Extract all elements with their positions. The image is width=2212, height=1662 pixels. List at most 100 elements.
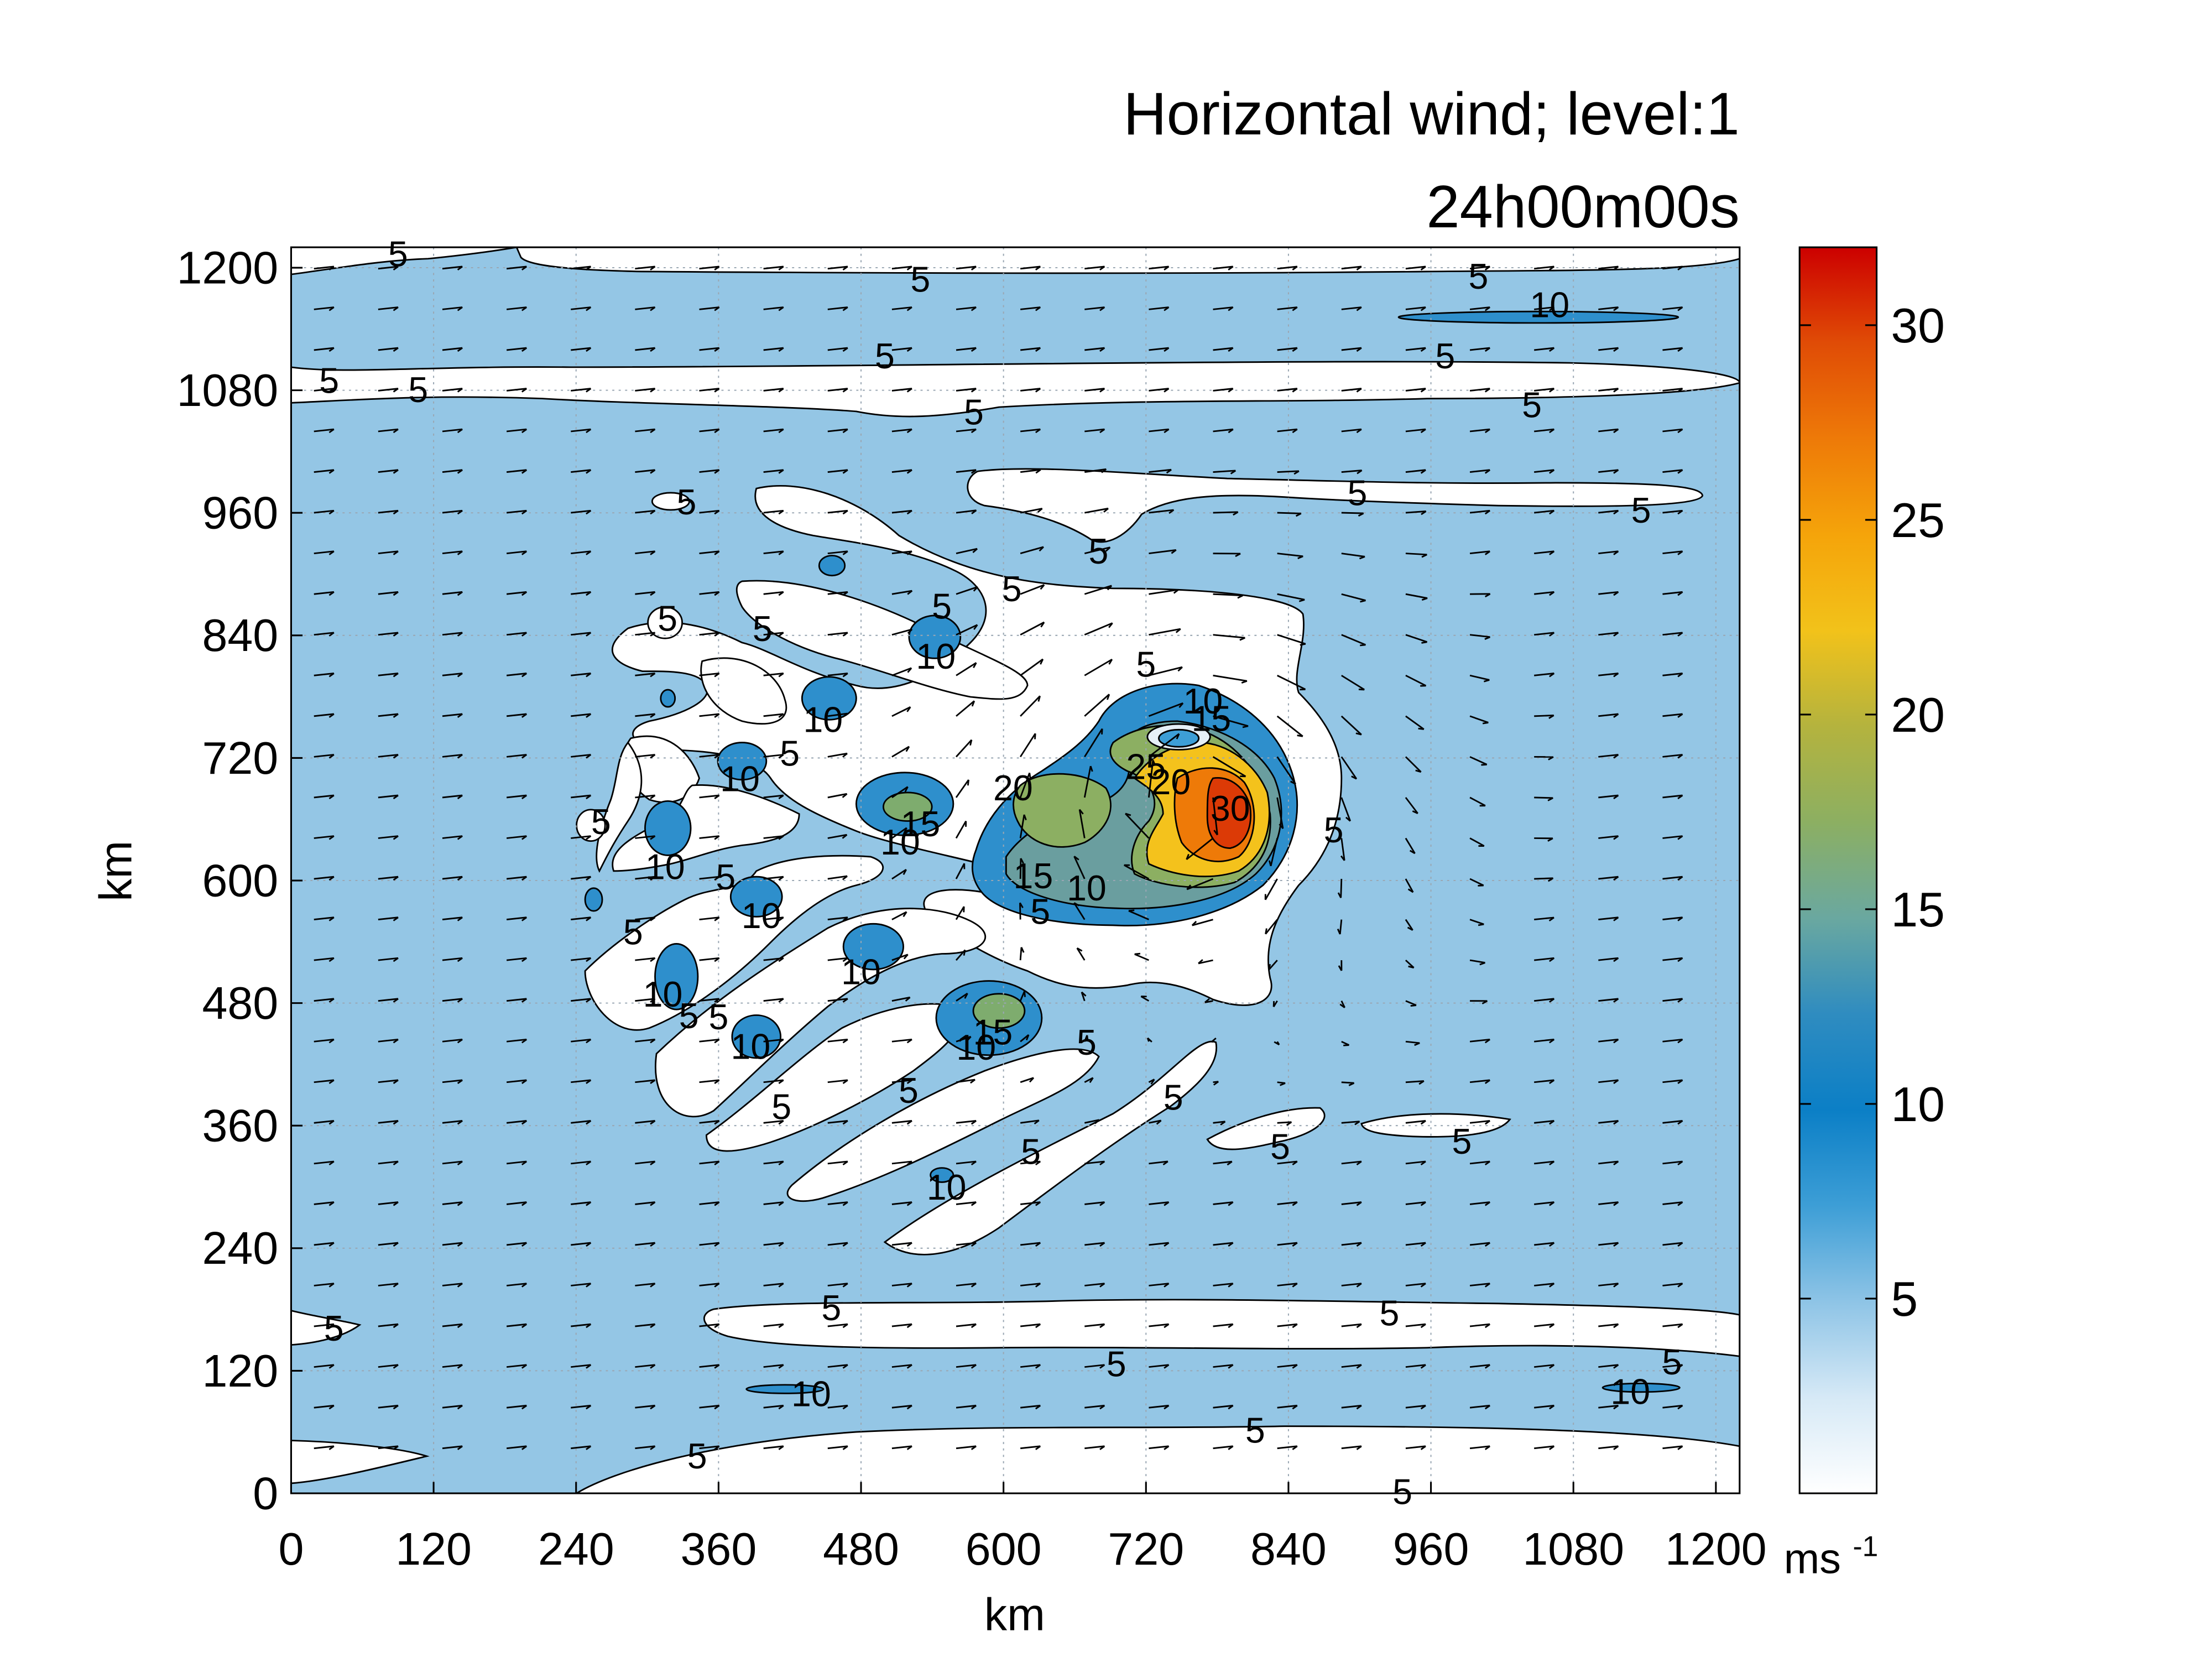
contour-label: 10 — [916, 637, 956, 676]
contour-label: 10 — [956, 1028, 996, 1067]
contour-label: 5 — [1245, 1411, 1265, 1451]
contour-label: 5 — [658, 599, 677, 639]
y-tick-label: 840 — [202, 610, 278, 661]
wind-arrow-head — [1129, 910, 1134, 911]
contour-label: 5 — [1164, 1078, 1183, 1118]
y-tick-label: 1200 — [177, 242, 279, 293]
y-tick-label: 600 — [202, 855, 278, 906]
wind-arrow — [1277, 471, 1299, 472]
x-tick-label: 0 — [278, 1524, 304, 1575]
contour-label: 5 — [408, 370, 428, 410]
contour-label: 5 — [1392, 1472, 1412, 1512]
contour-label: 5 — [1077, 1023, 1097, 1062]
contour-label: 5 — [1435, 336, 1455, 376]
wind-arrow-head — [1359, 689, 1364, 690]
wind-arrow-head — [1102, 729, 1103, 734]
contour-label: 5 — [821, 1288, 841, 1328]
contour-label: 10 — [742, 896, 781, 936]
contour-label: 5 — [319, 361, 339, 400]
contour-label: 5 — [1088, 532, 1108, 571]
chart-subtitle: 24h00m00s — [1426, 173, 1739, 240]
colorbar-tick-label: 30 — [1891, 299, 1945, 353]
contour-label: 5 — [1136, 645, 1156, 685]
contour-label: 10 — [791, 1374, 831, 1414]
wind-arrow — [1341, 879, 1342, 898]
x-tick-label: 840 — [1250, 1524, 1327, 1575]
wind-arrow — [1342, 1082, 1354, 1083]
x-tick-label: 480 — [823, 1524, 899, 1575]
contour-label: 10 — [880, 822, 920, 862]
contour-label: 5 — [875, 336, 895, 376]
wind-arrow-head — [1421, 642, 1427, 643]
y-tick-label: 360 — [202, 1101, 278, 1152]
colorbar-unit-exponent: -1 — [1853, 1530, 1879, 1562]
colorbar-tick-label: 20 — [1891, 688, 1945, 742]
contour-label: 30 — [1211, 789, 1250, 829]
contour-label: 10 — [1067, 868, 1107, 908]
blob-1 — [819, 556, 844, 576]
wind-arrow-head — [1266, 929, 1267, 934]
colorbar-unit-base: ms — [1784, 1535, 1841, 1583]
x-tick-label: 960 — [1393, 1524, 1469, 1575]
contour-label: 15 — [1013, 856, 1053, 896]
contour-label: 5 — [388, 234, 408, 274]
y-axis-label: km — [90, 841, 141, 902]
contour-label: 5 — [910, 260, 930, 300]
wind-arrow-head — [1300, 644, 1306, 645]
colorbar-unit: ms -1 — [1784, 1530, 1879, 1583]
colorbar-tick-label: 5 — [1891, 1272, 1918, 1326]
contour-label: 5 — [753, 609, 773, 649]
y-tick-label: 120 — [202, 1346, 278, 1397]
colorbar-tick-label: 10 — [1891, 1077, 1945, 1132]
contour-label: 5 — [679, 996, 699, 1036]
blob-5 — [661, 690, 675, 707]
wind-arrow — [1534, 878, 1553, 879]
y-tick-label: 240 — [202, 1223, 278, 1274]
contour-label: 5 — [708, 997, 728, 1037]
y-tick-label: 480 — [202, 978, 278, 1029]
contour-label: 15 — [1192, 699, 1232, 739]
wind-arrow — [1534, 715, 1554, 716]
contour-label: 5 — [1002, 569, 1022, 609]
contour-label: 5 — [324, 1309, 344, 1348]
contour-label: 5 — [1107, 1345, 1126, 1384]
y-tick-label: 720 — [202, 733, 278, 784]
y-tick-label: 0 — [253, 1468, 278, 1519]
contour-label: 10 — [1530, 285, 1569, 325]
wind-arrow-head — [1297, 736, 1303, 737]
contour-label: 5 — [1348, 473, 1368, 513]
y-tick-label: 1080 — [177, 365, 279, 416]
contour-label: 5 — [1469, 257, 1489, 296]
contour-label: 5 — [1021, 1132, 1041, 1172]
x-tick-label: 600 — [966, 1524, 1042, 1575]
wind-arrow — [1213, 512, 1238, 513]
x-tick-label: 360 — [680, 1524, 757, 1575]
contour-label: 5 — [780, 733, 800, 773]
contour-label: 5 — [1452, 1122, 1472, 1161]
wind-arrow — [1020, 947, 1021, 960]
wind-arrow-head — [1478, 924, 1484, 925]
contour-label: 5 — [899, 1071, 919, 1111]
wind-arrow-head — [1481, 764, 1486, 765]
colorbar-gradient — [1799, 247, 1876, 1493]
contour-label: 10 — [720, 759, 760, 799]
wind-arrow-head — [1483, 722, 1488, 723]
contour-label: 5 — [687, 1436, 707, 1476]
contour-label: 5 — [623, 913, 643, 952]
contour-label: 20 — [1151, 762, 1191, 802]
contour-label: 10 — [1610, 1372, 1650, 1412]
wind-arrow-head — [1343, 1045, 1349, 1046]
x-axis-label: km — [984, 1590, 1045, 1640]
contour-label: 5 — [1522, 385, 1542, 425]
wind-arrow-head — [1411, 1005, 1416, 1006]
contour-label: 10 — [643, 975, 683, 1014]
contour-label: 5 — [1030, 892, 1050, 932]
contour-label: 5 — [1662, 1342, 1682, 1382]
wind-arrow-head — [1418, 728, 1424, 729]
contour-label: 5 — [1324, 810, 1344, 850]
colorbar-tick-label: 15 — [1891, 883, 1945, 937]
